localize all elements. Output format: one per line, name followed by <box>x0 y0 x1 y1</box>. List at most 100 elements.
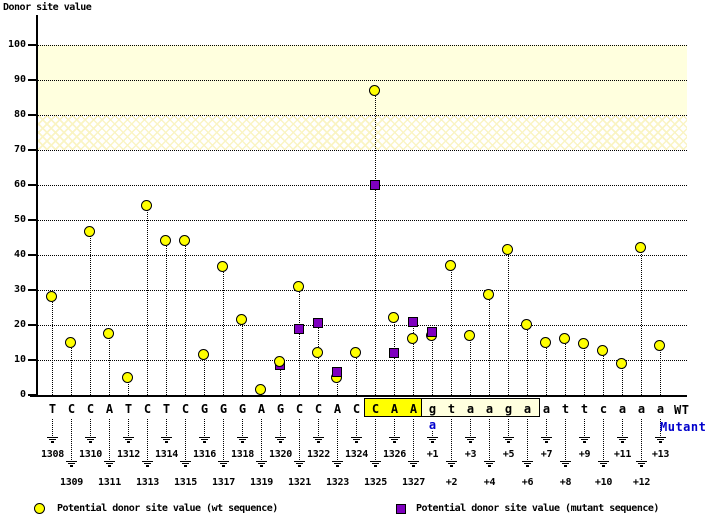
arrowbar <box>412 465 415 467</box>
position-number: +8 <box>559 477 572 488</box>
stem <box>375 90 376 395</box>
position-arrowhead-icon <box>179 461 192 468</box>
position-arrowhead-icon <box>293 461 306 468</box>
arrowbar <box>108 465 111 467</box>
wt-marker <box>502 243 513 255</box>
position-number: 1321 <box>288 477 311 488</box>
arrowbar <box>256 461 267 462</box>
position-number: +11 <box>613 449 632 460</box>
position-arrowhead-icon <box>369 461 382 468</box>
arrowbar <box>68 463 75 464</box>
arrowbar <box>507 441 510 443</box>
wt-marker <box>160 235 171 246</box>
position-arrow-line <box>166 419 167 436</box>
arrowbar <box>296 463 303 464</box>
sequence-base: G <box>200 402 209 416</box>
arrowbar <box>450 465 453 467</box>
sequence-highlight-box-intron-cream <box>421 398 540 417</box>
sequence-base: C <box>371 402 380 416</box>
sequence-base: T <box>162 402 171 416</box>
arrowbar <box>467 439 474 440</box>
arrowbar <box>315 439 322 440</box>
wt-marker <box>407 333 418 344</box>
stem <box>90 232 91 395</box>
wt-marker <box>483 289 494 301</box>
position-number: 1327 <box>402 477 425 488</box>
arrowbar <box>125 439 132 440</box>
y-tick-100 <box>28 44 36 46</box>
position-arrowhead-icon <box>350 437 363 444</box>
arrowbar <box>621 441 624 443</box>
wt-marker <box>369 84 380 96</box>
position-number: +5 <box>502 449 515 460</box>
arrowbar <box>66 461 77 462</box>
arrowbar <box>89 441 92 443</box>
arrowbar <box>332 461 343 462</box>
arrowbar <box>560 461 571 462</box>
sequence-base: T <box>48 402 57 416</box>
position-number: 1323 <box>326 477 349 488</box>
arrowbar <box>655 437 666 438</box>
arrowbar <box>393 441 396 443</box>
arrowbar <box>184 465 187 467</box>
stem <box>242 319 243 395</box>
sequence-base: t <box>447 402 456 416</box>
sequence-base: a <box>542 402 551 416</box>
y-tick-60 <box>28 184 36 186</box>
arrowbar <box>503 437 514 438</box>
position-number: 1313 <box>136 477 159 488</box>
position-number: 1308 <box>41 449 64 460</box>
arrowbar <box>638 463 645 464</box>
arrowbar <box>484 461 495 462</box>
mutant-marker <box>389 348 399 358</box>
wt-legend-marker-icon <box>34 503 45 514</box>
position-arrow-line <box>641 419 642 460</box>
position-arrowhead-icon <box>217 461 230 468</box>
gridline-80 <box>38 115 687 116</box>
sequence-base: G <box>276 402 285 416</box>
position-arrowhead-icon <box>483 461 496 468</box>
arrowbar <box>336 465 339 467</box>
arrowbar <box>617 437 628 438</box>
arrowbar <box>277 439 284 440</box>
arrowbar <box>640 465 643 467</box>
position-arrow-line <box>204 419 205 436</box>
position-arrowhead-icon <box>445 461 458 468</box>
position-number: +10 <box>594 477 613 488</box>
position-arrow-line <box>470 419 471 436</box>
position-arrow-line <box>52 419 53 436</box>
position-arrowhead-icon <box>84 437 97 444</box>
stem <box>565 339 566 395</box>
arrowbar <box>146 465 149 467</box>
wt-marker <box>312 347 323 358</box>
position-arrow-line <box>565 419 566 460</box>
stem <box>71 342 72 395</box>
stem <box>109 333 110 395</box>
gridline-50 <box>38 220 687 221</box>
position-number: +13 <box>651 449 670 460</box>
wt-marker <box>198 348 209 360</box>
position-number: +1 <box>426 449 439 460</box>
position-number: 1314 <box>155 449 178 460</box>
mutant-marker <box>427 327 437 337</box>
position-arrow-line <box>622 419 623 436</box>
arrowbar <box>429 439 436 440</box>
wt-sequence-label: WT <box>674 403 690 417</box>
y-tick-10 <box>28 359 36 361</box>
sequence-base: a <box>637 402 646 416</box>
position-arrowhead-icon <box>521 461 534 468</box>
gridline-20 <box>38 325 687 326</box>
arrowbar <box>545 441 548 443</box>
arrowbar <box>636 461 647 462</box>
position-arrowhead-icon <box>597 461 610 468</box>
arrowbar <box>524 463 531 464</box>
wt-marker <box>122 371 133 383</box>
position-arrowhead-icon <box>312 437 325 444</box>
wt-marker <box>179 235 190 246</box>
arrowbar <box>543 439 550 440</box>
position-arrow-line <box>185 419 186 460</box>
wt-marker <box>274 355 285 367</box>
wt-marker <box>521 319 532 330</box>
stem <box>318 323 319 395</box>
position-arrowhead-icon <box>331 461 344 468</box>
